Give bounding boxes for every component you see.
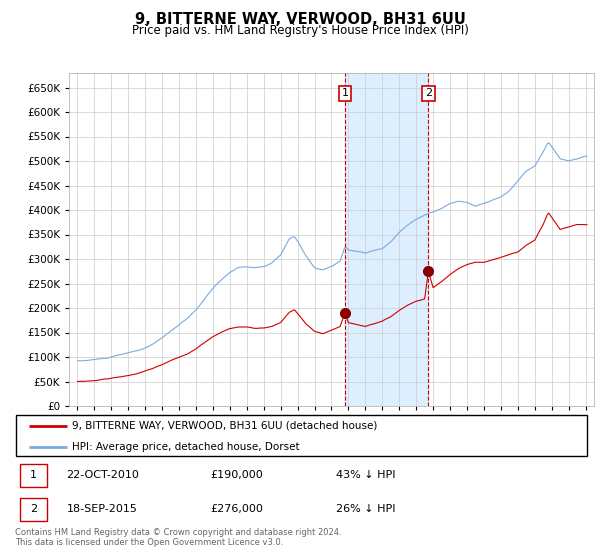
Text: £276,000: £276,000 [210, 505, 263, 515]
Text: 18-SEP-2015: 18-SEP-2015 [67, 505, 137, 515]
FancyBboxPatch shape [16, 415, 587, 455]
Text: 9, BITTERNE WAY, VERWOOD, BH31 6UU: 9, BITTERNE WAY, VERWOOD, BH31 6UU [134, 12, 466, 27]
FancyBboxPatch shape [20, 464, 47, 487]
Text: Contains HM Land Registry data © Crown copyright and database right 2024.
This d: Contains HM Land Registry data © Crown c… [15, 528, 341, 547]
Text: £190,000: £190,000 [210, 470, 263, 480]
Text: 2: 2 [30, 505, 37, 515]
Bar [345, 73, 428, 406]
Text: 43% ↓ HPI: 43% ↓ HPI [336, 470, 395, 480]
Text: Price paid vs. HM Land Registry's House Price Index (HPI): Price paid vs. HM Land Registry's House … [131, 24, 469, 37]
Text: 1: 1 [30, 470, 37, 480]
FancyBboxPatch shape [20, 498, 47, 521]
Text: 2: 2 [425, 88, 432, 99]
Text: 9, BITTERNE WAY, VERWOOD, BH31 6UU (detached house): 9, BITTERNE WAY, VERWOOD, BH31 6UU (deta… [73, 421, 377, 431]
Text: HPI: Average price, detached house, Dorset: HPI: Average price, detached house, Dors… [73, 442, 300, 452]
Text: 26% ↓ HPI: 26% ↓ HPI [336, 505, 395, 515]
Text: 22-OCT-2010: 22-OCT-2010 [67, 470, 139, 480]
Text: 1: 1 [341, 88, 349, 99]
